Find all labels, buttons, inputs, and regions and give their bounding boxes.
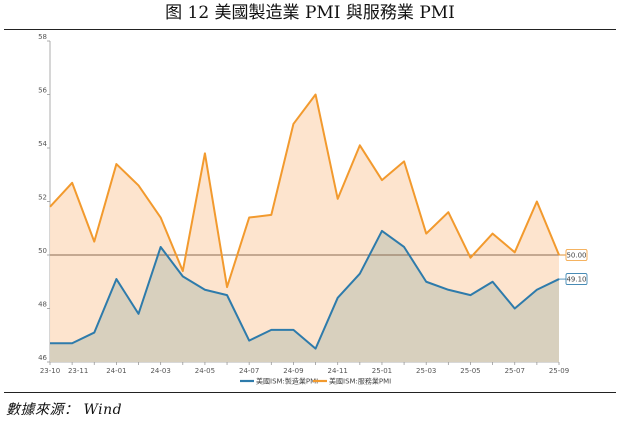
x-tick-label: 24-11 xyxy=(328,367,348,375)
series-line-services xyxy=(49,93,560,289)
source-rule xyxy=(4,392,616,393)
x-tick-label: 24-07 xyxy=(239,367,259,375)
end-label-box xyxy=(565,249,588,261)
series-area-manufacturing xyxy=(50,230,559,362)
source-note: 數據來源： Wind xyxy=(6,402,123,418)
chart-title: 图 12 美國製造業 PMI 與服務業 PMI xyxy=(165,3,455,23)
x-tick-label: 25-09 xyxy=(549,367,569,375)
x-tick-label: 25-03 xyxy=(416,367,436,375)
y-tick-label: 50 xyxy=(38,247,47,255)
y-tick-label: 58 xyxy=(38,33,47,41)
pmi-chart: 46 48 50 52 54 56 58 23-10 23-11 24-01 24-03 24-05 2… xyxy=(38,33,588,386)
x-tick-label: 23-11 xyxy=(68,367,88,375)
x-tick-label: 24-09 xyxy=(283,367,303,375)
y-tick-label: 46 xyxy=(38,354,47,362)
x-tick-label: 25-01 xyxy=(372,367,392,375)
y-tick-label: 52 xyxy=(38,194,47,202)
x-tick-label: 25-07 xyxy=(505,367,525,375)
end-label-box xyxy=(565,273,588,285)
y-tick-label: 56 xyxy=(38,87,47,95)
x-tick-label: 24-05 xyxy=(195,367,215,375)
y-tick-label: 54 xyxy=(38,140,47,148)
x-tick-label: 24-01 xyxy=(106,367,126,375)
legend-label: 美國ISM:服務業PMI xyxy=(329,377,391,386)
series-line-manufacturing xyxy=(50,229,560,350)
x-tick-label: 24-03 xyxy=(150,367,170,375)
x-tick-label: 25-05 xyxy=(460,367,480,375)
title-rule xyxy=(4,29,616,30)
y-tick-label: 48 xyxy=(38,301,47,309)
legend-label: 美國ISM:製造業PMI xyxy=(256,377,318,386)
end-label-value: 50.00 xyxy=(566,252,586,260)
end-label-value: 49.10 xyxy=(566,276,586,284)
x-tick-label: 23-10 xyxy=(40,367,60,375)
